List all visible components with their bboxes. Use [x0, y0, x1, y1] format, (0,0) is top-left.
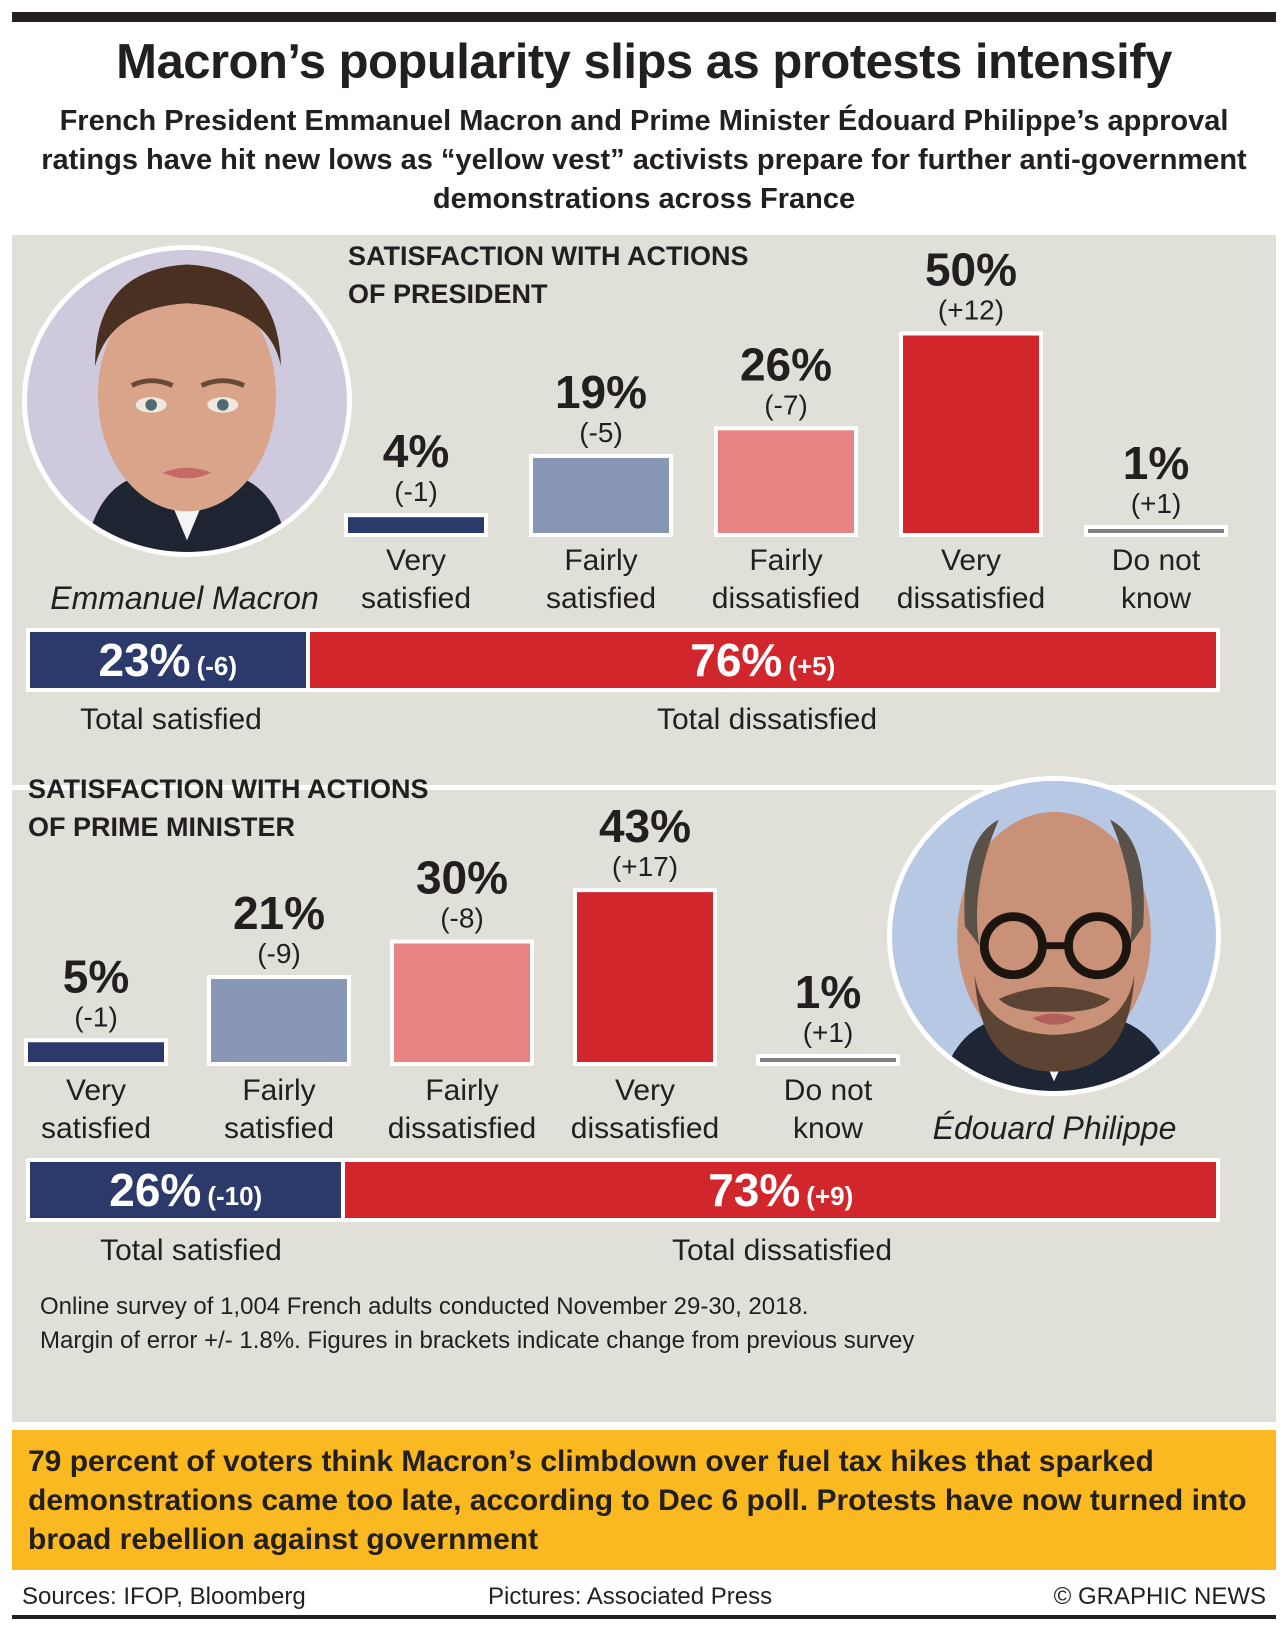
value-label: 43%	[599, 800, 691, 852]
total-dissatisfied-value: 76%	[690, 634, 783, 686]
total-satisfied-caption: Total satisfied	[80, 703, 262, 736]
change-label: (-5)	[579, 417, 623, 448]
bar-fairly-satisfied	[211, 979, 347, 1062]
bar-very-satisfied	[28, 1042, 164, 1062]
change-label: (+17)	[612, 851, 678, 882]
category-label: Very	[941, 544, 1001, 577]
total-dissatisfied-segment: 76% (+5)	[305, 632, 1216, 688]
page-subtitle: French President Emmanuel Macron and Pri…	[41, 105, 1247, 215]
change-label: (-1)	[74, 1001, 118, 1032]
value-label: 30%	[416, 852, 508, 904]
president-panel: Satisfaction with Actions of President E…	[12, 235, 1276, 785]
total-satisfied-value: 23%	[98, 634, 191, 686]
person-photo-icon	[892, 781, 1216, 1091]
top-rule	[12, 12, 1276, 22]
total-satisfied-value: 26%	[109, 1164, 202, 1216]
category-label: satisfied	[41, 1112, 151, 1145]
value-label: 4%	[383, 425, 449, 477]
person-photo-icon	[27, 250, 347, 552]
chart-title-line: Satisfaction with Actions	[348, 241, 749, 271]
total-satisfied-segment: 23% (-6)	[30, 632, 306, 688]
total-dissatisfied-change: (+5)	[788, 650, 836, 681]
category-label: Fairly	[242, 1074, 315, 1107]
total-satisfied-caption: Total satisfied	[100, 1234, 282, 1267]
macron-portrait	[22, 245, 352, 557]
bar-do-not-know	[1088, 529, 1224, 533]
value-label: 5%	[63, 950, 129, 1002]
chart-title-line: of Prime Minister	[28, 812, 296, 842]
change-label: (-1)	[394, 476, 438, 507]
change-label: (-7)	[764, 389, 808, 420]
pm-bar-chart: (-1)5% Very satisfied (-9)21% Fairly satisfie…	[24, 800, 900, 1145]
category-label: Very	[66, 1074, 126, 1107]
bar-very-dissatisfied	[903, 335, 1039, 533]
total-dissatisfied-caption: Total dissatisfied	[671, 1234, 893, 1267]
president-chart-title: Satisfaction with Actions of President	[348, 237, 748, 313]
chart-title-line: Satisfaction with Actions	[28, 774, 429, 804]
value-label: 1%	[795, 966, 861, 1018]
president-totals-bar: 23% (-6) 76% (+5)	[26, 628, 1220, 692]
value-label: 50%	[925, 244, 1017, 296]
prime-minister-panel: Satisfaction with Actions of Prime Minis…	[12, 774, 1276, 1422]
category-label: satisfied	[546, 582, 656, 615]
change-label: (-9)	[257, 938, 301, 969]
bar-very-satisfied	[348, 517, 484, 533]
total-satisfied-change: (-10)	[207, 1180, 263, 1211]
category-label: Fairly	[749, 544, 822, 577]
change-label: (+1)	[1131, 488, 1182, 519]
category-label: satisfied	[224, 1112, 334, 1145]
total-satisfied-change: (-6)	[196, 650, 238, 681]
bar-fairly-dissatisfied	[718, 430, 854, 533]
total-dissatisfied-segment: 73% (+9)	[341, 1162, 1216, 1218]
category-label: Fairly	[425, 1074, 498, 1107]
category-label: dissatisfied	[712, 582, 860, 615]
category-label: dissatisfied	[388, 1112, 536, 1145]
page-title: Macron’s popularity slips as protests in…	[116, 35, 1172, 89]
change-label: (+12)	[938, 295, 1004, 326]
footer-pictures: Pictures: Associated Press	[488, 1583, 773, 1610]
president-bar-chart: (-1)4% Very satisfied (-5)19% Fairly satisfie…	[344, 244, 1228, 615]
category-label: dissatisfied	[571, 1112, 719, 1145]
bar-fairly-dissatisfied	[394, 943, 530, 1062]
philippe-name: Édouard Philippe	[932, 1110, 1177, 1146]
callout-box: 79 percent of voters think Macron’s clim…	[12, 1430, 1276, 1570]
total-satisfied-segment: 26% (-10)	[30, 1162, 342, 1218]
footer-sources: Sources: IFOP, Bloomberg	[22, 1583, 306, 1610]
pm-totals-bar: 26% (-10) 73% (+9)	[26, 1158, 1220, 1222]
value-label: 1%	[1123, 437, 1189, 489]
category-label: know	[1121, 582, 1191, 615]
footer-copyright: © GRAPHIC NEWS	[1053, 1583, 1266, 1610]
category-label: Do not	[784, 1074, 873, 1107]
category-label: Very	[386, 544, 446, 577]
bar-fairly-satisfied	[533, 457, 669, 533]
total-dissatisfied-value: 73%	[708, 1164, 801, 1216]
chart-title-line: of President	[348, 279, 548, 309]
pm-chart-title-text: Satisfaction with Actions of Prime Minis…	[28, 770, 428, 846]
value-label: 26%	[740, 338, 832, 390]
category-label: Fairly	[564, 544, 637, 577]
value-label: 19%	[555, 366, 647, 418]
total-dissatisfied-caption: Total dissatisfied	[656, 703, 878, 736]
category-label: Very	[615, 1074, 675, 1107]
value-label: 21%	[233, 887, 325, 939]
change-label: (+1)	[803, 1017, 854, 1048]
philippe-portrait	[887, 776, 1221, 1096]
survey-note-line1: Online survey of 1,004 French adults con…	[40, 1293, 809, 1320]
bar-very-dissatisfied	[577, 892, 713, 1062]
category-label: satisfied	[361, 582, 471, 615]
category-label: know	[793, 1112, 863, 1145]
category-label: dissatisfied	[897, 582, 1045, 615]
bottom-rule	[12, 1615, 1276, 1619]
total-dissatisfied-change: (+9)	[806, 1180, 854, 1211]
bar-do-not-know	[760, 1058, 896, 1062]
category-label: Do not	[1112, 544, 1201, 577]
change-label: (-8)	[440, 903, 484, 934]
survey-note-line2: Margin of error +/- 1.8%. Figures in bra…	[40, 1327, 915, 1354]
macron-name: Emmanuel Macron	[50, 580, 319, 616]
